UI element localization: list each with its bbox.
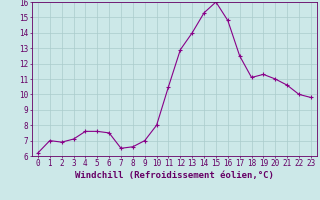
X-axis label: Windchill (Refroidissement éolien,°C): Windchill (Refroidissement éolien,°C): [75, 171, 274, 180]
